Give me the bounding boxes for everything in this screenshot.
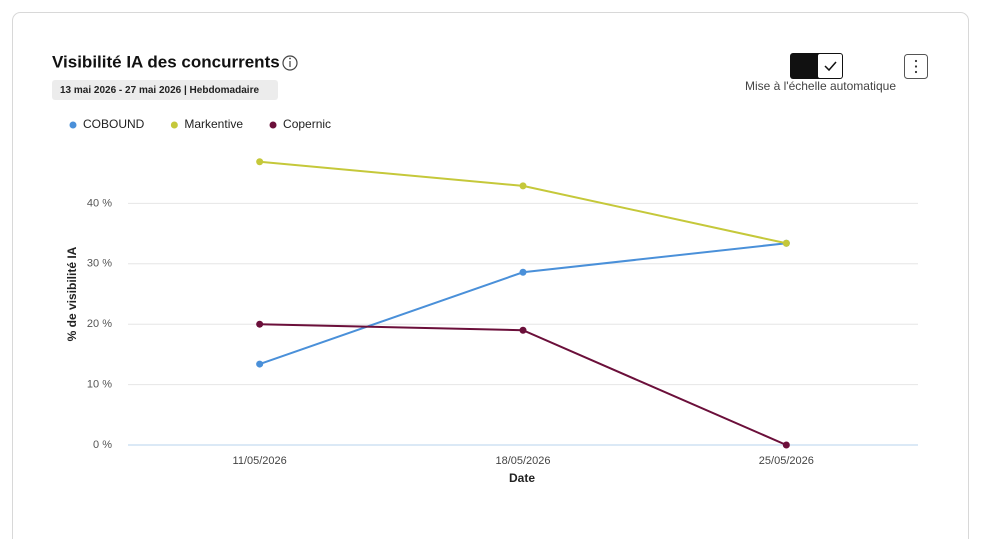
data-point: [519, 326, 527, 334]
date-range: 13 mai 2026 - 27 mai 2026 | Hebdomadaire: [60, 85, 259, 96]
data-point: [782, 441, 790, 449]
data-point: [782, 239, 790, 247]
legend-marker: [170, 121, 178, 129]
x-tick-label: 25/05/2026: [759, 455, 814, 467]
legend-label: COBOUND: [83, 117, 145, 131]
x-tick-label: 11/05/2026: [233, 455, 287, 467]
x-tick-label: 18/05/2026: [495, 455, 550, 467]
data-point: [256, 360, 264, 368]
menu-button[interactable]: [904, 54, 928, 79]
x-axis-label: Date: [509, 471, 535, 485]
card-border: [12, 12, 969, 539]
y-tick-label: 0 %: [93, 439, 112, 451]
chart-title: Visibilité IA des concurrents: [52, 52, 280, 71]
info-icon[interactable]: [282, 55, 298, 71]
y-axis-label: % de visibilité IA: [65, 246, 79, 341]
legend-label: Copernic: [283, 117, 331, 131]
y-tick-label: 10 %: [87, 379, 112, 391]
legend-marker: [269, 121, 277, 129]
y-tick-label: 30 %: [87, 258, 112, 270]
y-tick-label: 20 %: [87, 318, 112, 330]
data-point: [256, 158, 264, 166]
data-point: [519, 268, 527, 276]
data-point: [256, 320, 264, 328]
date-badge: [52, 80, 278, 100]
y-tick-label: 40 %: [87, 197, 112, 209]
legend-label: Markentive: [184, 117, 243, 131]
legend-marker: [69, 121, 77, 129]
auto-scale-toggle[interactable]: [790, 53, 843, 79]
toggle-label: Mise à l'échelle automatique: [745, 79, 896, 93]
data-point: [519, 182, 527, 190]
